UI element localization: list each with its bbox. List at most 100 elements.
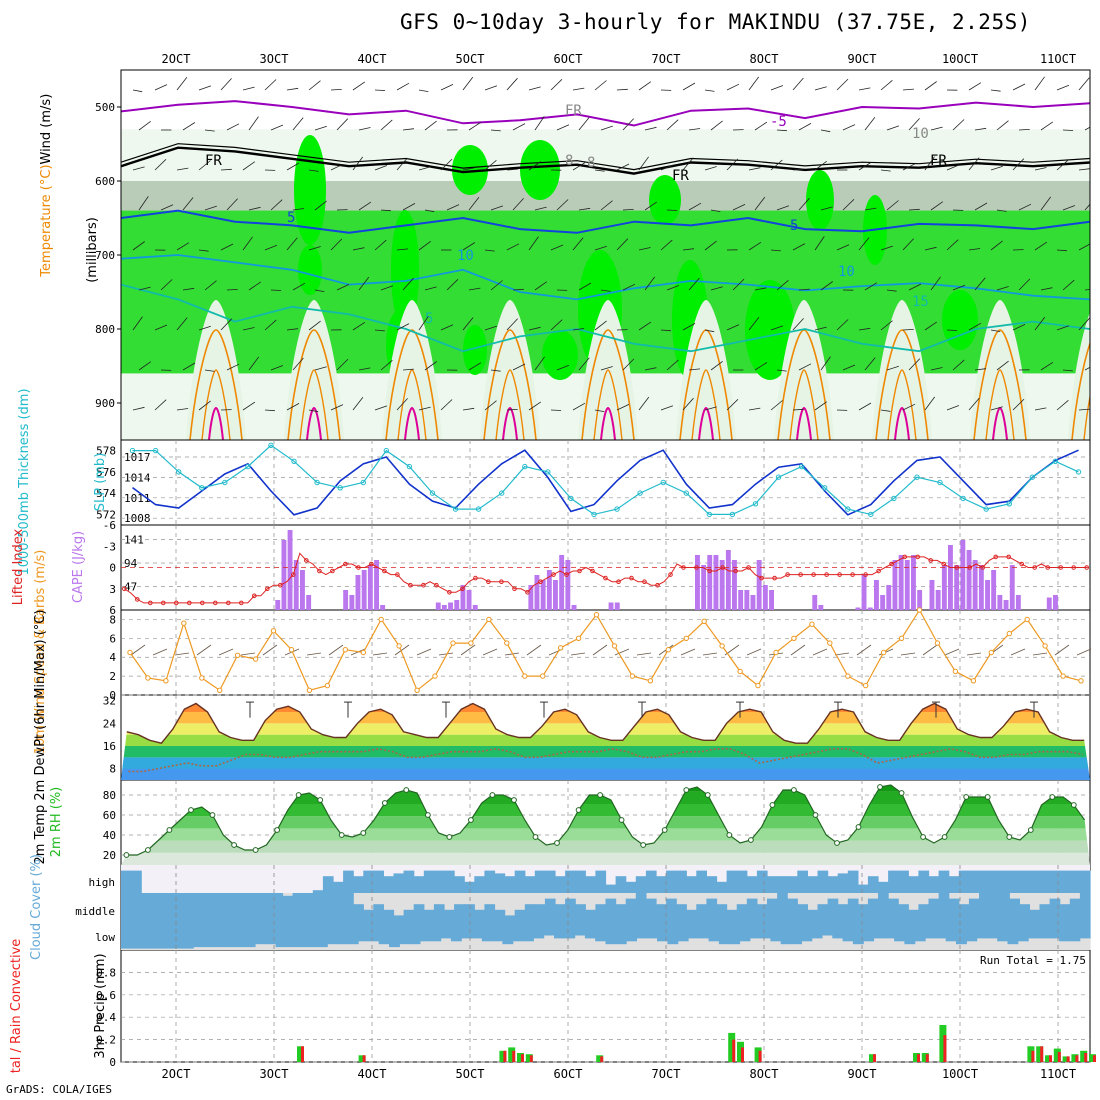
- cape-bar: [695, 555, 700, 610]
- wind-barb: [440, 399, 453, 411]
- wind-barb: [292, 208, 305, 211]
- convective-bar: [521, 1054, 524, 1062]
- cloud-bar: [584, 921, 596, 939]
- wind-barb: [198, 249, 209, 252]
- wind-barb: [798, 363, 812, 371]
- cloud-bar: [726, 870, 738, 893]
- cloud-bar: [770, 941, 782, 950]
- temp-contour-20: [973, 329, 1027, 440]
- wind-barb: [306, 652, 322, 656]
- wind-barb: [732, 278, 745, 291]
- cloud-bar: [979, 870, 990, 893]
- temp-contour-10: [121, 254, 1090, 301]
- temp-band: [121, 712, 1090, 724]
- contour-label: FR: [565, 103, 582, 119]
- wind-barb: [858, 162, 872, 171]
- wind-barb: [242, 86, 255, 91]
- li-point: [564, 572, 569, 577]
- rh-band: [121, 852, 1090, 865]
- wind-barb: [132, 406, 145, 411]
- thickness-point: [960, 495, 966, 502]
- cloud-bar: [999, 870, 1010, 893]
- wind-barb: [572, 328, 585, 331]
- wind-barb: [512, 198, 524, 211]
- cloud-bar: [523, 941, 534, 950]
- rh-band: [121, 840, 1090, 853]
- li-point: [798, 572, 803, 577]
- cloud-bar: [1048, 921, 1060, 939]
- wind-barb: [394, 644, 410, 656]
- cape-bar: [960, 540, 966, 610]
- wind-barb: [710, 360, 723, 371]
- convective-bar: [1066, 1056, 1070, 1062]
- rh-point: [274, 827, 281, 833]
- wind-speed-point: [809, 621, 815, 627]
- wind-barb: [160, 204, 174, 211]
- cloud-bar: [353, 904, 364, 921]
- wind-tick-label: 4: [109, 651, 116, 664]
- convective-bar: [917, 1054, 920, 1062]
- cloud-bar: [492, 941, 503, 950]
- wind-barb: [534, 281, 548, 291]
- wind-barb: [248, 281, 262, 291]
- wind-barb: [424, 286, 437, 291]
- cloud-bar: [221, 893, 233, 921]
- wind-barb: [702, 652, 718, 656]
- cloud-bar: [888, 870, 899, 893]
- wind-barb: [974, 277, 986, 291]
- rh-point: [898, 790, 905, 796]
- thickness-point: [337, 485, 343, 491]
- cloud-bar: [698, 921, 710, 939]
- wind-barb: [534, 116, 545, 131]
- wind-barb: [622, 209, 634, 211]
- cloud-bar: [716, 904, 728, 921]
- wind-barb: [556, 199, 569, 211]
- cloud-bar: [234, 921, 246, 948]
- wind-barb: [638, 156, 649, 171]
- li-point: [538, 579, 543, 585]
- wind-barb: [660, 239, 673, 251]
- cloud-bar: [708, 941, 720, 950]
- wind-barb: [490, 369, 501, 372]
- cloud-bar: [956, 921, 967, 945]
- cape-bar: [812, 595, 818, 610]
- thickness-point: [199, 485, 205, 491]
- wind-barb: [924, 81, 937, 91]
- contour-label: FR: [930, 153, 947, 169]
- wind-barb: [966, 652, 982, 656]
- cloud-bar: [419, 941, 431, 950]
- cloud-bar: [595, 904, 607, 921]
- wind-barb: [506, 77, 518, 91]
- wind-barb: [336, 358, 349, 371]
- cape-bar: [911, 555, 916, 610]
- wind-barb: [666, 285, 680, 291]
- rh-tick-label: 60: [103, 809, 116, 822]
- cloud-bar: [867, 876, 879, 893]
- temp-contour-25: [691, 369, 721, 440]
- cloud-bar: [756, 870, 768, 893]
- cloud-bar: [211, 893, 223, 921]
- cloud-bar: [481, 921, 493, 942]
- cloud-bar: [827, 898, 839, 921]
- wind-barb: [440, 84, 454, 91]
- wind-barb: [424, 209, 435, 213]
- cloud-bar: [433, 904, 445, 921]
- cape-bar: [1046, 597, 1052, 610]
- cloud-bar: [1038, 938, 1050, 950]
- wind-barb: [226, 198, 238, 211]
- wind-barb: [704, 329, 715, 333]
- wind-barb: [726, 158, 739, 171]
- wind-barb: [374, 165, 388, 171]
- wind-barb: [372, 652, 388, 656]
- wind-barb: [688, 202, 702, 211]
- wind-barb: [1056, 399, 1069, 411]
- wind-barb: [680, 648, 696, 656]
- cloud-bar: [676, 904, 687, 921]
- cloud-bar: [444, 909, 455, 921]
- cloud-bar: [635, 893, 647, 921]
- wind-barb: [924, 321, 938, 331]
- wind-barb: [154, 84, 168, 91]
- wind-barb: [1040, 287, 1053, 291]
- wind-barb: [526, 644, 542, 656]
- cloud-bar: [898, 870, 909, 893]
